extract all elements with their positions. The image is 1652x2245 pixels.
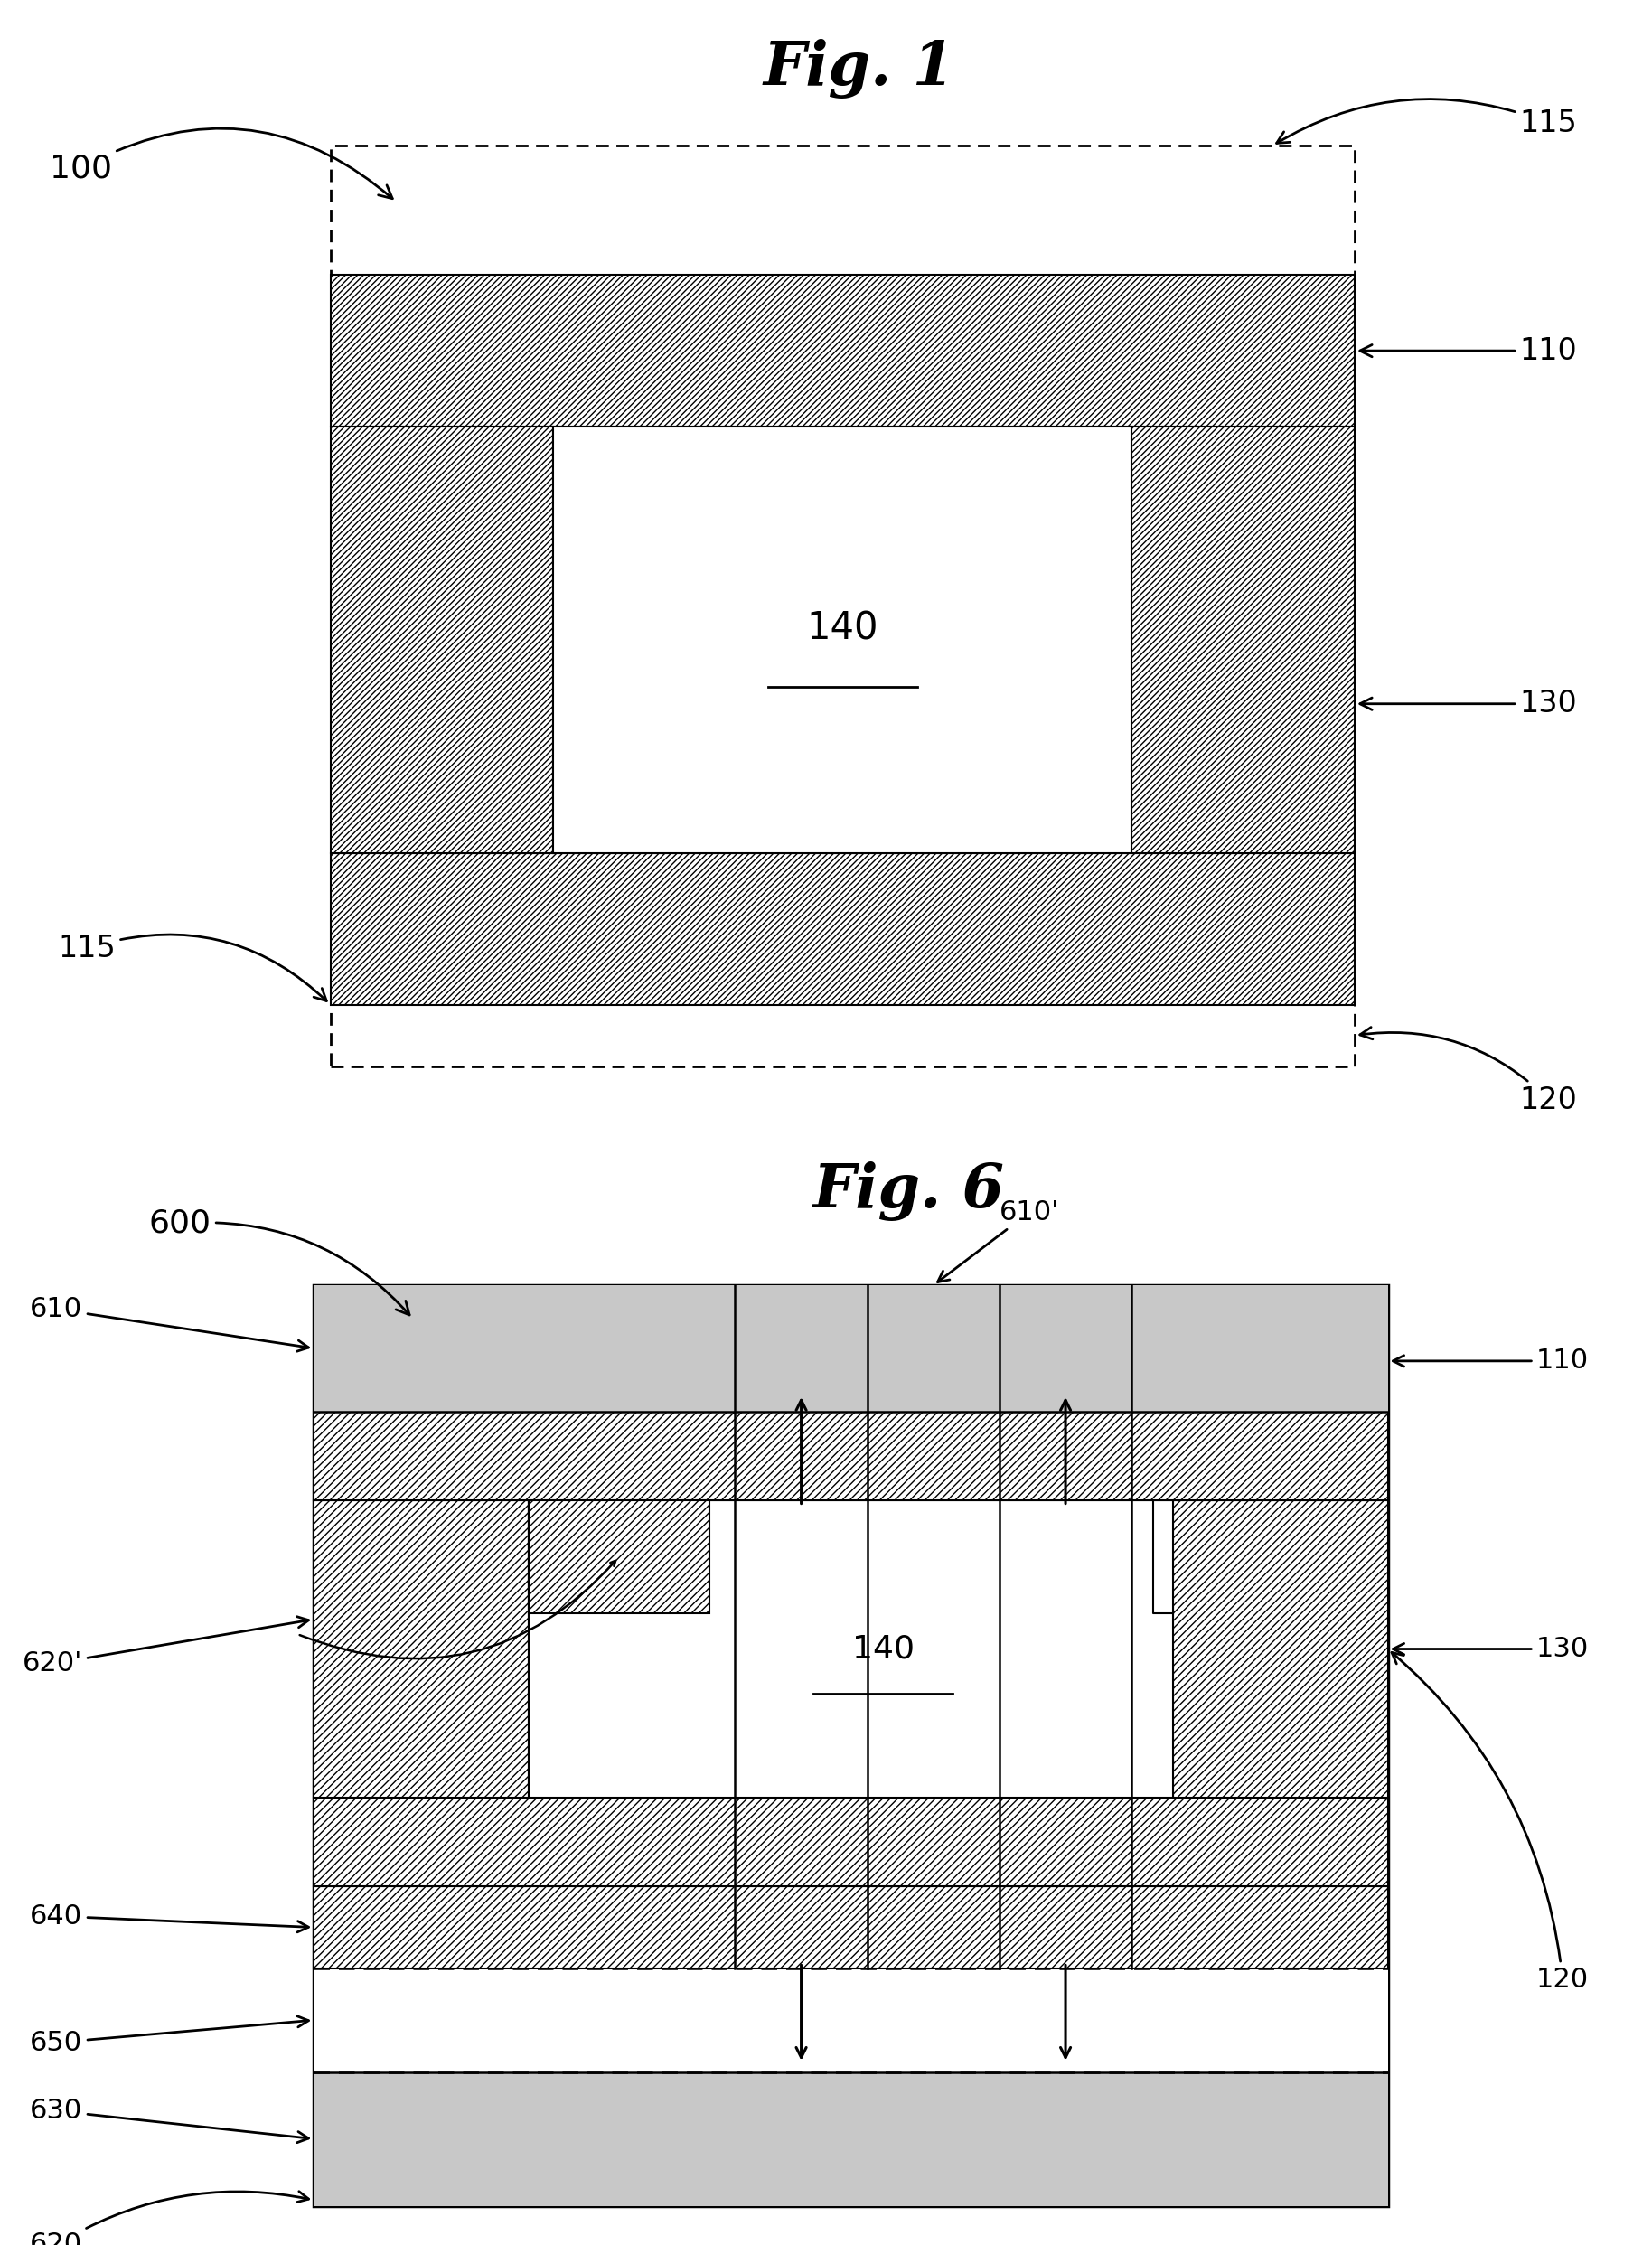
- Bar: [1173, 1500, 1388, 1798]
- Text: 115: 115: [1277, 99, 1578, 144]
- Text: 110: 110: [1360, 337, 1578, 366]
- Text: 130: 130: [1360, 689, 1578, 718]
- Bar: [314, 1500, 529, 1798]
- Text: Fig. 1: Fig. 1: [763, 40, 955, 99]
- Bar: [314, 2072, 1388, 2205]
- Text: Fig. 6: Fig. 6: [813, 1163, 1004, 1221]
- Text: 115: 115: [58, 934, 327, 1001]
- Text: 650: 650: [30, 2016, 309, 2056]
- Bar: [1132, 427, 1355, 853]
- Text: 140: 140: [852, 1634, 914, 1664]
- Text: 110: 110: [1393, 1347, 1589, 1374]
- Text: 640: 640: [30, 1904, 309, 1933]
- Bar: [330, 274, 1355, 427]
- FancyArrowPatch shape: [796, 1964, 806, 2056]
- Bar: [330, 427, 553, 853]
- Bar: [314, 1284, 1388, 1412]
- Text: 630: 630: [30, 2097, 309, 2142]
- Bar: [529, 1500, 709, 1614]
- Text: 620': 620': [23, 1616, 309, 1677]
- Bar: [314, 1284, 1388, 2205]
- Text: 610: 610: [30, 1295, 309, 1351]
- Bar: [314, 1886, 1388, 1969]
- FancyArrowPatch shape: [1061, 1401, 1070, 1504]
- Bar: [314, 1412, 1388, 1500]
- Bar: [330, 146, 1355, 1066]
- Bar: [529, 1500, 1173, 1798]
- Text: 120: 120: [1391, 1652, 1589, 1994]
- Bar: [553, 427, 1132, 853]
- Text: 610': 610': [938, 1199, 1059, 1282]
- Bar: [314, 1969, 1388, 2072]
- Text: 600: 600: [149, 1208, 410, 1316]
- Bar: [330, 853, 1355, 1006]
- Text: 620: 620: [30, 2191, 309, 2245]
- Text: 120: 120: [1360, 1028, 1578, 1116]
- Text: 140: 140: [806, 611, 879, 647]
- Text: 100: 100: [50, 128, 393, 198]
- Text: 130: 130: [1393, 1637, 1589, 1661]
- FancyArrowPatch shape: [1061, 1964, 1070, 2056]
- Bar: [314, 1798, 1388, 1886]
- FancyArrowPatch shape: [796, 1401, 806, 1504]
